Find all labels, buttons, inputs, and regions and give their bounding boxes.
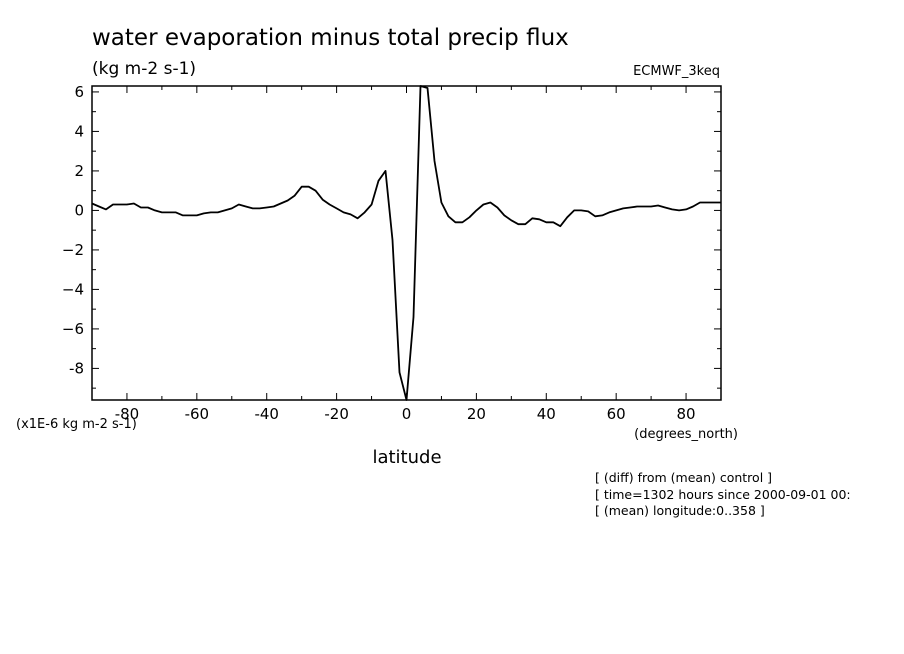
chart-units: (kg m-2 s-1) [92,59,196,79]
x-tick-labels: -80 -60 -40 -20 0 20 40 60 80 [115,405,696,423]
x-units-label: (degrees_north) [634,427,738,442]
note-line-3: [ (mean) longitude:0..358 ] [595,503,765,518]
axis-ticks [92,86,721,400]
series-line [91,85,721,401]
y-tick-label: 0 [74,201,84,219]
chart-title: water evaporation minus total precip flu… [92,25,569,51]
y-tick-label: 6 [74,83,84,101]
dataset-label: ECMWF_3keq [633,64,720,79]
y-tick-label: −4 [62,280,84,298]
y-tick-label: 4 [74,122,84,140]
x-tick-label: 20 [467,405,486,423]
x-tick-label: 80 [677,405,696,423]
x-axis-label: latitude [372,447,441,468]
y-tick-label: 2 [74,162,84,180]
note-line-2: [ time=1302 hours since 2000-09-01 00: [595,487,851,502]
x-tick-label: 0 [402,405,412,423]
y-tick-label: −6 [62,320,84,338]
x-tick-label: -20 [324,405,349,423]
x-tick-label: -80 [115,405,140,423]
y-tick-label: −2 [62,241,84,259]
y-tick-label: -8 [69,359,84,377]
x-tick-label: 60 [607,405,626,423]
y-tick-labels: -8 −6 −4 −2 0 2 4 6 [62,83,84,377]
x-tick-label: -60 [185,405,210,423]
note-line-1: [ (diff) from (mean) control ] [595,470,772,485]
x-tick-label: 40 [537,405,556,423]
x-tick-label: -40 [254,405,279,423]
y-scale-label: (x1E-6 kg m-2 s-1) [16,417,137,432]
plot-frame [91,85,722,401]
